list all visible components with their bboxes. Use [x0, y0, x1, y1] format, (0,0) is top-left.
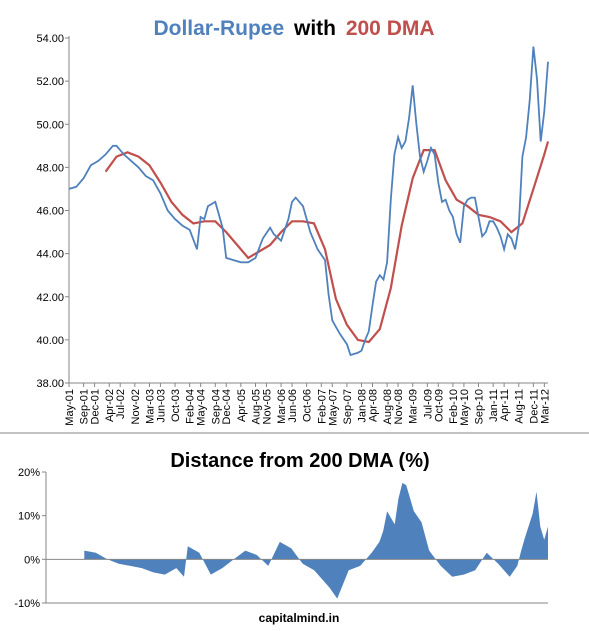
rupee-x-tick-label: Jun-03 — [155, 389, 167, 423]
rupee-x-tick-label: Apr-08 — [367, 389, 379, 422]
rupee-x-tick-label: Sep-07 — [342, 389, 354, 424]
title-part-dma: 200 DMA — [346, 17, 435, 40]
source-label: capitalmind.in — [259, 611, 340, 625]
rupee-chart: Dollar-Rupee with 200 DMA 38.00 40.00 42.0… — [36, 17, 551, 426]
title-part-with: with — [293, 17, 336, 40]
rupee-x-tick-label: Mar-09 — [408, 389, 420, 424]
rupee-x-tick-label: Dec-04 — [221, 389, 233, 424]
rupee-y-ticks: 38.00 40.00 42.00 44.00 46.00 48.00 50.00 52.00… — [36, 33, 69, 390]
rupee-x-tick-label: Oct-06 — [302, 389, 314, 422]
rupee-x-tick-label: Nov-02 — [130, 389, 142, 424]
rupee-x-tick-label: Nov-05 — [261, 389, 273, 424]
rupee-x-tick-label: Jan-11 — [488, 389, 500, 422]
rupee-x-tick-label: Mar-12 — [539, 389, 551, 424]
rupee-y-tick-label: 42.00 — [36, 292, 64, 304]
rupee-x-tick-label: Aug-05 — [250, 389, 262, 424]
rupee-x-tick-label: Aug-11 — [514, 389, 526, 424]
rupee-x-tick-label: May-07 — [327, 389, 339, 426]
rupee-x-tick-label: Mar-06 — [276, 389, 288, 424]
rupee-x-tick-label: May-04 — [196, 389, 208, 426]
rupee-x-tick-label: Apr-05 — [236, 389, 248, 422]
rupee-x-tick-label: Sep-04 — [210, 389, 222, 424]
distance-y-tick-label: -10% — [14, 598, 40, 610]
rupee-y-tick-label: 54.00 — [36, 33, 64, 45]
distance-y-tick-label: 0% — [24, 554, 40, 566]
rupee-x-tick-label: Sep-10 — [474, 389, 486, 424]
rupee-x-tick-label: Aug-08 — [382, 389, 394, 424]
rupee-x-tick-label: Jan-08 — [357, 389, 369, 423]
rupee-x-tick-label: Feb-10 — [448, 389, 460, 424]
rupee-x-tick-label: Oct-03 — [170, 389, 182, 422]
distance-chart-title: Distance from 200 DMA (%) — [170, 450, 429, 472]
distance-y-tick-label: 20% — [18, 467, 40, 479]
distance-y-tick-label: 10% — [18, 511, 40, 523]
distance-y-ticks: -10% 0% 10% 20% — [14, 467, 46, 610]
rupee-x-tick-label: May-10 — [459, 389, 471, 426]
rupee-y-tick-label: 48.00 — [36, 162, 64, 174]
rupee-x-tick-label: Dec-01 — [90, 389, 102, 424]
rupee-x-tick-label: Mar-03 — [144, 389, 156, 424]
rupee-y-tick-label: 40.00 — [36, 335, 64, 347]
rupee-x-tick-label: Sep-01 — [79, 389, 91, 424]
rupee-x-tick-label: Apr-02 — [104, 389, 116, 422]
rupee-x-tick-label: Jun-06 — [287, 389, 299, 423]
rupee-y-tick-label: 50.00 — [36, 119, 64, 131]
rupee-x-tick-label: Oct-09 — [433, 389, 445, 422]
rupee-y-tick-label: 46.00 — [36, 206, 64, 218]
rupee-x-tick-label: Jul-09 — [422, 389, 434, 419]
distance-chart: Distance from 200 DMA (%) -10% 0% 10% 20% c… — [14, 450, 549, 625]
rupee-x-tick-label: Nov-08 — [393, 389, 405, 424]
rupee-y-tick-label: 44.00 — [36, 249, 64, 261]
rupee-x-tick-label: Jul-02 — [115, 389, 127, 419]
rupee-chart-title: Dollar-Rupee with 200 DMA — [153, 17, 434, 40]
rupee-x-tick-label: May-01 — [64, 389, 76, 426]
usdinr-series-line — [68, 46, 549, 357]
rupee-x-tick-label: Apr-11 — [499, 389, 511, 421]
rupee-x-tick-label: Dec-11 — [528, 389, 540, 424]
dma200-series-line — [104, 141, 550, 344]
rupee-x-tick-label: Feb-04 — [185, 389, 197, 424]
rupee-x-tick-label: Feb-07 — [316, 389, 328, 424]
title-part-rupee: Dollar-Rupee — [153, 17, 284, 40]
rupee-y-tick-label: 52.00 — [36, 76, 64, 88]
rupee-y-tick-label: 38.00 — [36, 378, 64, 390]
